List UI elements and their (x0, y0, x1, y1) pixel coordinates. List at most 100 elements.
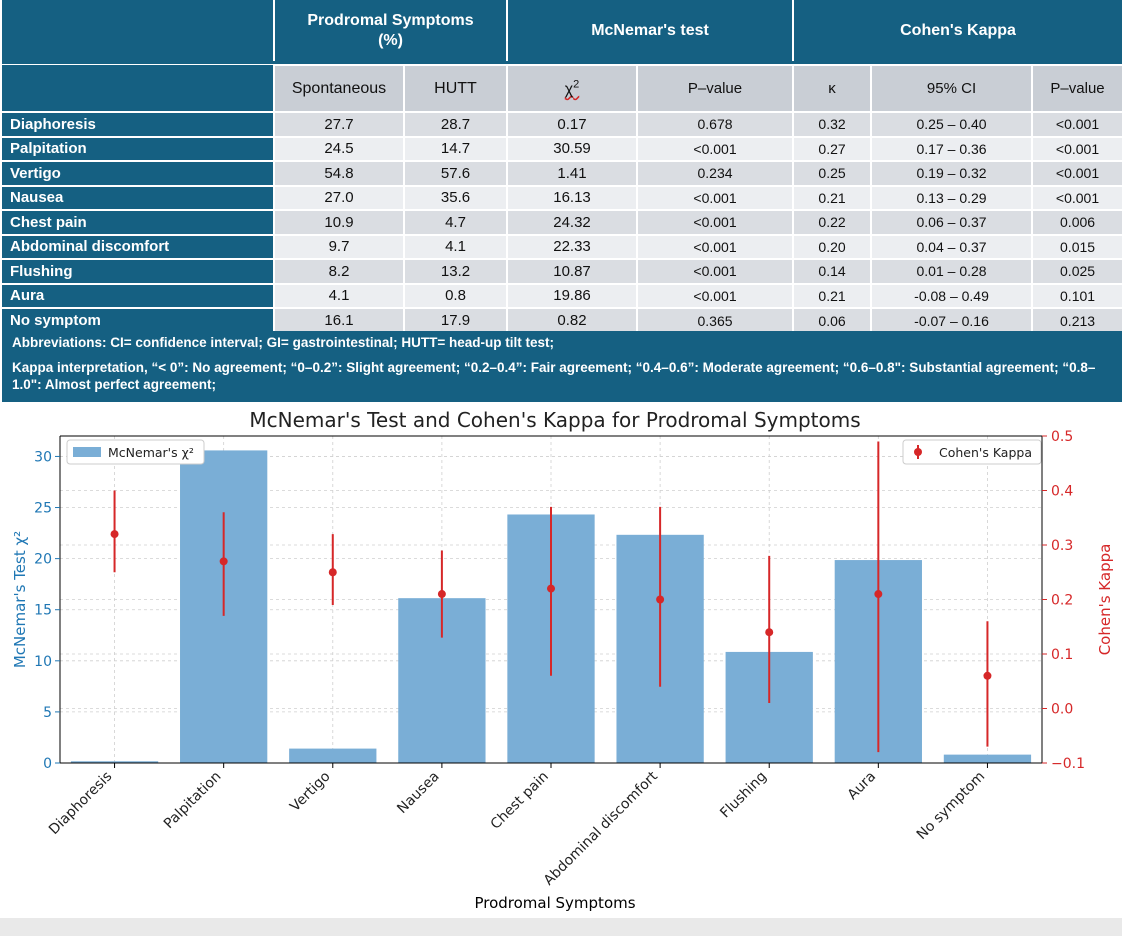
cell-spontaneous: 27.7 (273, 111, 404, 137)
cell-spontaneous: 27.0 (273, 184, 404, 210)
y-axis-label-left: McNemar's Test χ² (11, 531, 29, 668)
right-tick-label: 0.5 (1051, 429, 1073, 445)
legend-right-box (902, 439, 1042, 465)
bar-no-symptom (943, 754, 1032, 763)
left-tick-label: 30 (34, 449, 52, 465)
cell-chi2: 10.87 (506, 258, 638, 284)
column-header-kappa: κ (792, 64, 872, 112)
cell-p-mcnemar: <0.001 (636, 282, 794, 308)
row-label: Diaphoresis (2, 111, 274, 137)
table-column-header-row: Spontaneous HUTT χ2 P–value κ 95% CI P–v… (2, 64, 1122, 112)
cell-p-mcnemar: 0.365 (636, 307, 794, 333)
cell-p-kappa: 0.006 (1031, 209, 1122, 235)
cell-p-kappa: 0.015 (1031, 233, 1122, 259)
cell-ci: 0.13 – 0.29 (870, 184, 1033, 210)
table-row: Diaphoresis 27.7 28.7 0.17 0.678 0.32 0.25 – 0… (2, 111, 1122, 137)
cell-ci: 0.17 – 0.36 (870, 135, 1033, 161)
left-tick-label: 0 (43, 756, 52, 772)
row-label: Aura (2, 282, 274, 308)
cell-spontaneous: 8.2 (273, 258, 404, 284)
cell-spontaneous: 54.8 (273, 160, 404, 186)
chart-title: McNemar's Test and Cohen's Kappa for Pro… (249, 408, 860, 432)
cell-chi2: 16.13 (506, 184, 638, 210)
table-row: Vertigo 54.8 57.6 1.41 0.234 0.25 0.19 – 0.32 <… (2, 160, 1122, 186)
group-header-kappa: Cohen's Kappa (792, 0, 1122, 61)
cell-p-mcnemar: <0.001 (636, 258, 794, 284)
column-header-spontaneous: Spontaneous (273, 64, 404, 112)
cell-ci: 0.19 – 0.32 (870, 160, 1033, 186)
cell-chi2: 19.86 (506, 282, 638, 308)
kappa-point (110, 530, 119, 539)
cell-kappa: 0.06 (792, 307, 872, 333)
table-group-header-row: Prodromal Symptoms (%) McNemar's test Co… (2, 0, 1122, 61)
cell-spontaneous: 4.1 (273, 282, 404, 308)
cell-ci: 0.06 – 0.37 (870, 209, 1033, 235)
x-tick-label: Abdominal discomfort (541, 768, 662, 889)
cell-kappa: 0.25 (792, 160, 872, 186)
group-header-prodromal: Prodromal Symptoms (%) (272, 0, 508, 61)
cell-p-mcnemar: 0.234 (636, 160, 794, 186)
cell-p-mcnemar: 0.678 (636, 111, 794, 137)
kappa-point (219, 557, 228, 566)
right-tick-label: −0.1 (1051, 756, 1085, 772)
cell-kappa: 0.22 (792, 209, 872, 235)
kappa-point (547, 584, 555, 593)
cell-chi2: 30.59 (506, 135, 638, 161)
chi2-header-label: χ2 (564, 78, 580, 98)
cell-p-kappa: <0.001 (1031, 160, 1122, 186)
group-header-mcnemar: McNemar's test (506, 0, 794, 61)
kappa-point (656, 595, 665, 604)
table-row: Palpitation 24.5 14.7 30.59 <0.001 0.27 0.17 –… (2, 135, 1122, 161)
cell-kappa: 0.32 (792, 111, 872, 137)
table-row: Aura 4.1 0.8 19.86 <0.001 0.21 -0.08 – 0.49 0.1… (2, 282, 1122, 308)
x-tick-label: No symptom (914, 769, 988, 843)
kappa-interpretation-note: Kappa interpretation, “< 0”: No agreemen… (12, 360, 1096, 392)
cell-kappa: 0.27 (792, 135, 872, 161)
kappa-point (765, 628, 774, 637)
cell-kappa: 0.21 (792, 184, 872, 210)
cell-hutt: 17.9 (402, 307, 508, 333)
chi-exponent: 2 (573, 78, 580, 91)
cell-p-kappa: <0.001 (1031, 184, 1122, 210)
column-header-chi2: χ2 (506, 64, 638, 112)
cell-chi2: 1.41 (506, 160, 638, 186)
table-spacer-row (2, 61, 1122, 65)
row-label: Chest pain (2, 209, 274, 235)
cell-hutt: 35.6 (402, 184, 508, 210)
abbreviations-note: Abbreviations: CI= confidence interval; … (12, 335, 554, 350)
x-tick-label: Nausea (394, 769, 442, 817)
legend-bar-swatch (73, 447, 101, 457)
table-body: Diaphoresis 27.7 28.7 0.17 0.678 0.32 0.25 – 0… (2, 111, 1122, 333)
cell-spontaneous: 9.7 (273, 233, 404, 259)
cell-ci: -0.08 – 0.49 (870, 282, 1033, 308)
cell-hutt: 4.1 (402, 233, 508, 259)
right-tick-label: 0.1 (1051, 647, 1073, 663)
chi-symbol: χ (564, 80, 574, 98)
row-label: Flushing (2, 258, 274, 284)
cell-ci: 0.01 – 0.28 (870, 258, 1033, 284)
x-tick-label: Chest pain (488, 769, 552, 833)
table-corner-cell (2, 0, 274, 61)
x-tick-label: Aura (845, 769, 880, 804)
bar-vertigo (289, 748, 377, 763)
x-axis-label: Prodromal Symptoms (474, 894, 635, 912)
column-header-p-mcnemar: P–value (636, 64, 794, 112)
cell-hutt: 13.2 (402, 258, 508, 284)
cell-chi2: 24.32 (506, 209, 638, 235)
row-label: Palpitation (2, 135, 274, 161)
column-header-ci: 95% CI (870, 64, 1033, 112)
cell-kappa: 0.21 (792, 282, 872, 308)
row-label: Vertigo (2, 160, 274, 186)
left-tick-label: 10 (34, 654, 52, 670)
table-row: Chest pain 10.9 4.7 24.32 <0.001 0.22 0.06 – 0… (2, 209, 1122, 235)
kappa-point (874, 590, 883, 599)
cell-chi2: 0.17 (506, 111, 638, 137)
bar-diaphoresis (70, 761, 159, 763)
right-tick-label: 0.2 (1051, 593, 1073, 609)
column-header-p-kappa: P–value (1031, 64, 1122, 112)
row-label: Abdominal discomfort (2, 233, 274, 259)
right-tick-label: 0.3 (1051, 538, 1073, 554)
cell-chi2: 22.33 (506, 233, 638, 259)
cell-p-mcnemar: <0.001 (636, 233, 794, 259)
